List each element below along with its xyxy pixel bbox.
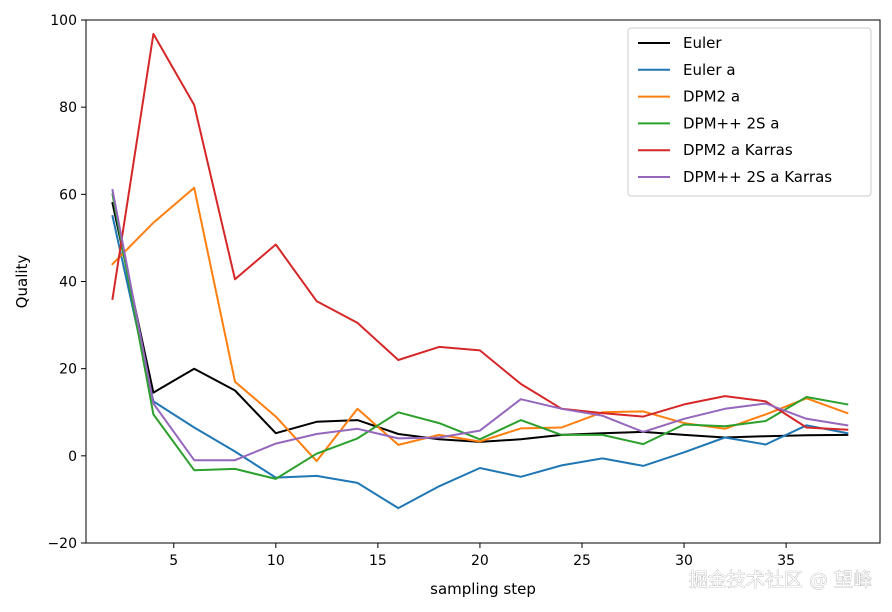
y-axis: −20 0 20 40 60 80 100 — [47, 13, 86, 552]
y-tick-label: 100 — [50, 13, 77, 29]
legend-label: DPM++ 2S a Karras — [683, 168, 832, 186]
series-line-5 — [111, 188, 849, 462]
x-tick-label: 10 — [267, 553, 285, 569]
x-tick-label: 5 — [169, 553, 178, 569]
x-axis: 5 10 15 20 25 30 35 — [169, 543, 795, 569]
legend-label: DPM2 a Karras — [683, 141, 793, 159]
x-axis-label: sampling step — [430, 580, 536, 598]
y-axis-label: Quality — [13, 255, 31, 309]
legend-label: DPM++ 2S a — [683, 114, 779, 132]
series-line-4 — [111, 32, 849, 431]
series-line-1 — [111, 214, 849, 510]
watermark-text: 掘金技术社区 @ 望峰 — [689, 569, 872, 591]
series-lines — [111, 32, 849, 510]
series-line-3 — [111, 193, 849, 480]
series-line-2 — [111, 186, 849, 463]
x-tick-label: 35 — [777, 553, 795, 569]
x-tick-label: 15 — [369, 553, 387, 569]
x-tick-label: 30 — [675, 553, 693, 569]
y-tick-label: 80 — [59, 100, 77, 116]
y-tick-label: −20 — [47, 536, 77, 552]
x-tick-label: 25 — [573, 553, 591, 569]
y-tick-label: 0 — [68, 449, 77, 465]
legend: Euler Euler a DPM2 a DPM++ 2S a DPM2 a Karra… — [627, 27, 872, 197]
y-tick-label: 60 — [59, 187, 77, 203]
legend-label: DPM2 a — [683, 88, 740, 106]
y-tick-label: 40 — [59, 275, 77, 291]
legend-label: Euler — [683, 34, 722, 52]
legend-label: Euler a — [683, 61, 736, 79]
x-tick-label: 20 — [471, 553, 489, 569]
legend-box — [627, 27, 872, 197]
y-tick-label: 20 — [59, 362, 77, 378]
